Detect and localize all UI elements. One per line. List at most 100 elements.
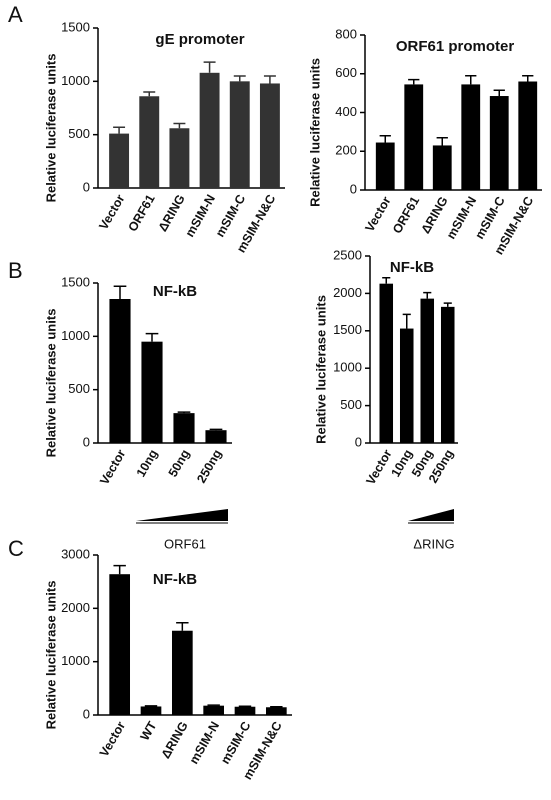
bar (404, 84, 424, 190)
y-tick-label: 800 (335, 26, 357, 41)
bar (379, 283, 394, 443)
y-tick-label: 2000 (333, 285, 362, 300)
bar (229, 81, 250, 188)
x-tick-label: Vector (363, 447, 394, 487)
y-tick-label: 2500 (333, 247, 362, 262)
bar (199, 72, 220, 188)
y-axis-label: Relative luciferase units (313, 295, 328, 444)
error-bar (263, 75, 276, 84)
error-bar (270, 705, 283, 708)
y-tick-label: 500 (68, 126, 90, 141)
panel-label: C (8, 536, 24, 561)
y-tick-label: 0 (83, 706, 90, 721)
bar (440, 306, 455, 443)
y-tick-label: 1500 (61, 19, 90, 34)
y-axis-label: Relative luciferase units (43, 309, 58, 458)
error-bar (465, 74, 477, 85)
panel-label: A (8, 2, 23, 27)
error-bar (402, 313, 411, 329)
bar (259, 83, 280, 188)
error-bar (145, 332, 159, 342)
bar (518, 81, 538, 190)
y-tick-label: 0 (83, 434, 90, 449)
bar (139, 96, 160, 188)
bar (173, 413, 195, 443)
bar (109, 299, 131, 443)
bar (109, 133, 130, 188)
dose-ramp (136, 509, 228, 521)
x-tick-label: Vector (97, 447, 128, 487)
y-axis-label: Relative luciferase units (43, 54, 58, 203)
bar (489, 96, 509, 190)
chart-title: ORF61 promoter (396, 38, 515, 55)
panel-label: B (8, 258, 23, 283)
y-tick-label: 500 (68, 381, 90, 396)
error-bar (113, 564, 126, 575)
error-bar (209, 428, 223, 431)
error-bar (207, 704, 220, 706)
chart-title: gE promoter (155, 31, 244, 48)
chart-title: NF-kB (390, 259, 434, 276)
y-axis-label: Relative luciferase units (43, 581, 58, 730)
error-bar (382, 276, 391, 284)
x-tick-label: ΔRING (159, 719, 191, 761)
x-axis-label: ΔRING (413, 536, 454, 551)
y-tick-label: 400 (335, 104, 357, 119)
bar (399, 328, 414, 443)
bar (375, 142, 395, 190)
dose-ramp (408, 509, 454, 521)
error-bar (408, 78, 420, 85)
x-axis-label: ORF61 (164, 536, 206, 551)
y-tick-label: 0 (355, 434, 362, 449)
error-bar (176, 621, 189, 631)
y-tick-label: 3000 (61, 546, 90, 561)
x-tick-label: Vector (96, 192, 127, 232)
error-bar (143, 91, 156, 97)
x-tick-label: ORF61 (125, 192, 157, 234)
error-bar (423, 291, 432, 299)
bar (234, 706, 256, 715)
x-tick-label: 50ng (166, 447, 193, 479)
bar (140, 706, 162, 715)
bar (461, 84, 481, 190)
error-bar (233, 75, 246, 82)
error-bar (522, 74, 534, 82)
error-bar (113, 126, 126, 134)
x-tick-label: WT (138, 719, 160, 743)
bar (203, 705, 225, 715)
x-tick-label: ORF61 (390, 194, 422, 236)
y-tick-label: 1000 (61, 73, 90, 88)
bar (265, 707, 287, 715)
x-tick-label: mSIM-N (187, 719, 222, 766)
x-tick-label: mSIM-C (218, 719, 253, 766)
y-tick-label: 200 (335, 143, 357, 158)
error-bar (379, 135, 391, 143)
bar (141, 341, 163, 443)
error-bar (238, 705, 252, 707)
x-tick-label: ΔRING (156, 192, 188, 234)
x-tick-label: Vector (362, 194, 393, 234)
error-bar (144, 705, 158, 707)
y-tick-label: 0 (350, 181, 357, 196)
error-bar (436, 136, 448, 146)
y-tick-label: 1000 (61, 328, 90, 343)
error-bar (177, 411, 191, 414)
y-tick-label: 2000 (61, 600, 90, 615)
bar (169, 128, 190, 188)
bar (171, 630, 193, 715)
x-tick-label: Vector (97, 719, 128, 759)
x-tick-label: 250ng (194, 447, 224, 485)
y-tick-label: 1500 (61, 274, 90, 289)
bar (205, 430, 227, 443)
chart-title: NF-kB (153, 571, 197, 588)
y-tick-label: 1000 (333, 360, 362, 375)
error-bar (173, 122, 186, 129)
bar (432, 145, 452, 190)
y-tick-label: 0 (83, 179, 90, 194)
y-tick-label: 1000 (61, 653, 90, 668)
error-bar (443, 302, 452, 307)
error-bar (113, 285, 127, 299)
y-axis-label: Relative luciferase units (307, 58, 322, 207)
error-bar (493, 89, 505, 97)
y-tick-label: 500 (340, 397, 362, 412)
